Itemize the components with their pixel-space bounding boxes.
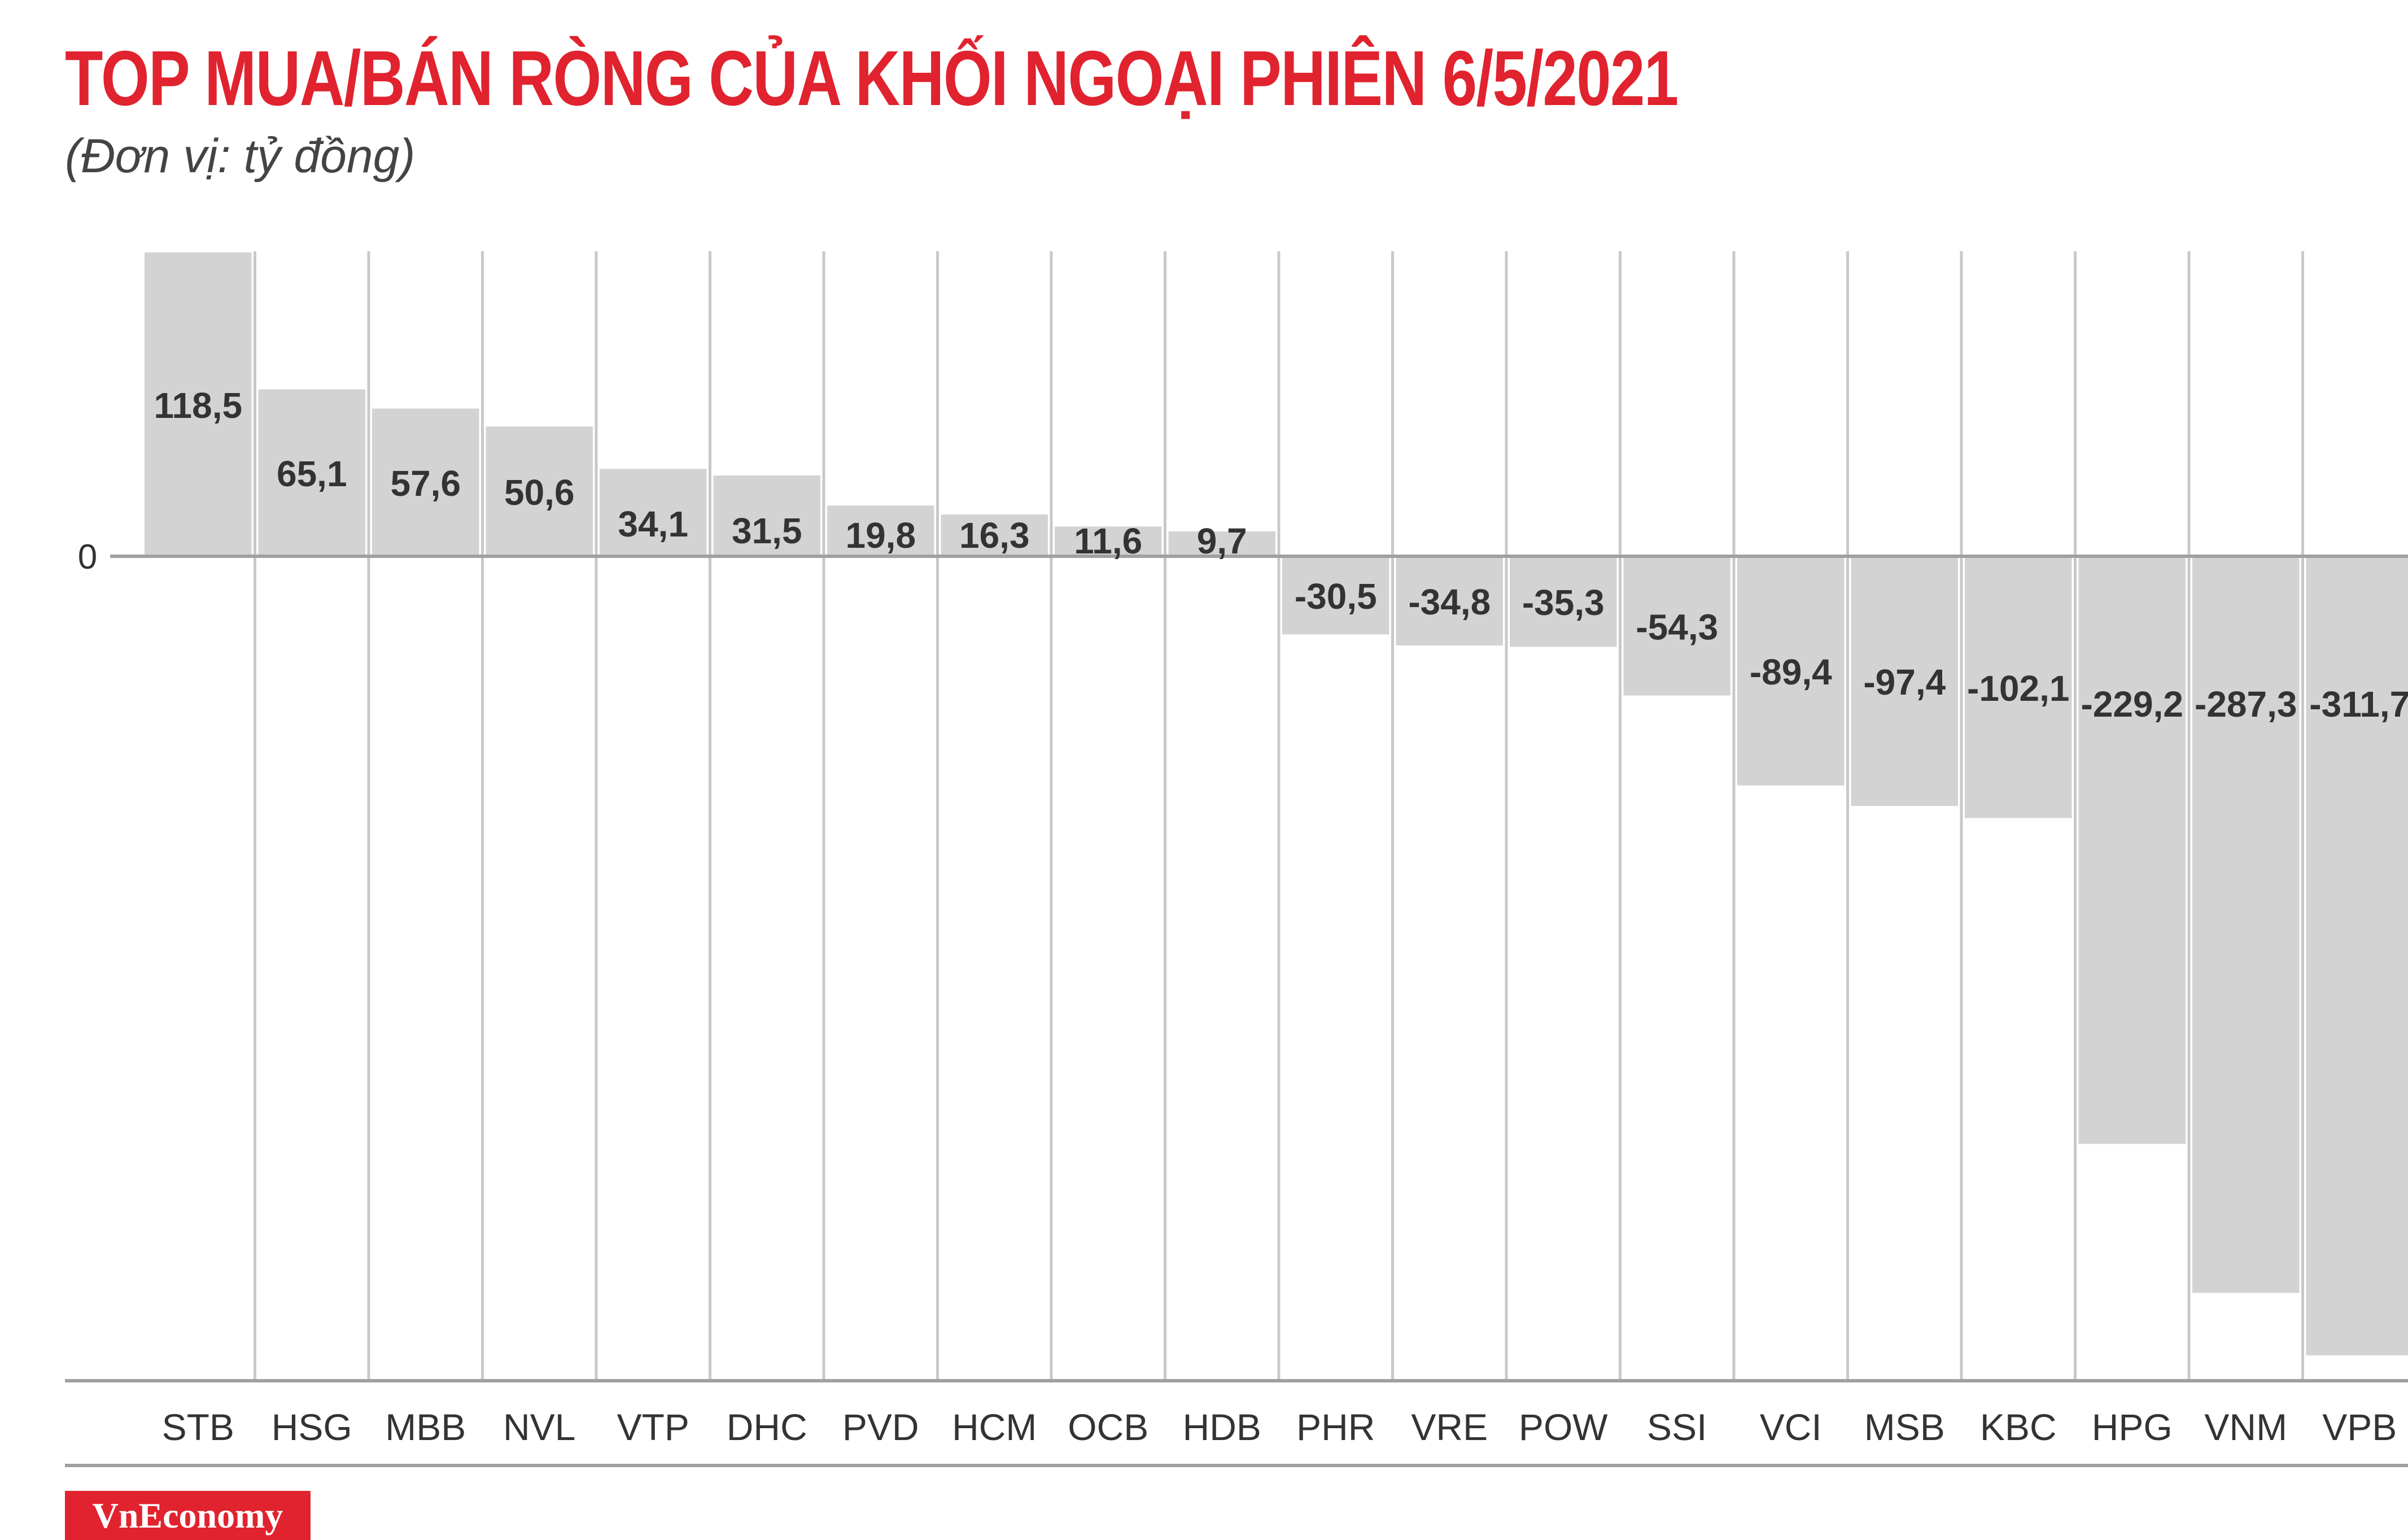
- bar-vpb: [2306, 556, 2408, 1356]
- data-label: -89,4: [1750, 652, 1832, 692]
- bar-vnm: [2192, 556, 2300, 1293]
- category-label: VPB: [2322, 1406, 2397, 1448]
- chart-subtitle: (Đơn vị: tỷ đồng): [65, 129, 416, 182]
- category-label: VTP: [617, 1406, 689, 1448]
- data-label: 31,5: [732, 511, 802, 551]
- category-label: HSG: [272, 1406, 352, 1448]
- category-label: HDB: [1183, 1406, 1261, 1448]
- data-label: -30,5: [1295, 576, 1377, 617]
- bar-stb: [145, 252, 252, 556]
- category-label: VCI: [1760, 1406, 1822, 1448]
- bar-msb: [1851, 556, 1958, 806]
- bar-ocb: [1055, 526, 1162, 556]
- data-label: 11,6: [1074, 521, 1142, 561]
- data-label: 34,1: [618, 504, 688, 544]
- bar-vre: [1396, 556, 1503, 645]
- data-label: -311,7: [2309, 684, 2408, 725]
- data-label: -54,3: [1636, 607, 1718, 647]
- category-label: POW: [1519, 1406, 1608, 1448]
- data-label: -34,8: [1408, 582, 1491, 622]
- category-label: VRE: [1411, 1406, 1488, 1448]
- bar-hsg: [258, 389, 365, 556]
- bar-hpg: [2078, 556, 2186, 1144]
- category-label: OCB: [1068, 1406, 1148, 1448]
- category-label: VNM: [2204, 1406, 2287, 1448]
- category-label: MBB: [385, 1406, 466, 1448]
- bar-ssi: [1623, 556, 1730, 696]
- data-label: -97,4: [1863, 662, 1946, 703]
- zero-axis-label: 0: [78, 538, 97, 577]
- bar-vci: [1737, 556, 1845, 786]
- bar-pow: [1510, 556, 1617, 647]
- data-label: -35,3: [1522, 582, 1605, 623]
- category-label: MSB: [1864, 1406, 1945, 1448]
- chart-title: TOP MUA/BÁN RÒNG CỦA KHỐI NGOẠI PHIÊN 6/…: [65, 35, 1679, 122]
- bar-hcm: [941, 514, 1048, 556]
- category-label: SSI: [1647, 1406, 1707, 1448]
- category-label: HPG: [2092, 1406, 2173, 1448]
- data-label: 65,1: [277, 453, 347, 494]
- vneconomy-logo: VnEconomy: [65, 1491, 311, 1540]
- bar-kbc: [1965, 556, 2072, 818]
- category-label: DHC: [727, 1406, 807, 1448]
- bar-vtp: [600, 469, 707, 556]
- data-label: 50,6: [504, 472, 575, 513]
- category-label: KBC: [1980, 1406, 2057, 1448]
- data-label: 57,6: [390, 463, 461, 504]
- bar-nvl: [486, 426, 593, 556]
- data-label: -229,2: [2081, 684, 2183, 725]
- data-label: -287,3: [2195, 684, 2297, 725]
- bar-pvd: [827, 505, 934, 556]
- category-label: STB: [162, 1406, 234, 1448]
- category-label: PVD: [842, 1406, 919, 1448]
- category-label: HCM: [952, 1406, 1037, 1448]
- data-label: -102,1: [1967, 668, 2069, 709]
- bar-dhc: [713, 475, 820, 556]
- category-label: NVL: [503, 1406, 575, 1448]
- data-label: 118,5: [154, 385, 242, 426]
- bar-mbb: [372, 408, 479, 556]
- data-label: 16,3: [959, 515, 1030, 556]
- category-label: PHR: [1296, 1406, 1375, 1448]
- data-label: 19,8: [845, 515, 916, 556]
- bar-hdb: [1168, 531, 1275, 556]
- bar-phr: [1282, 556, 1389, 635]
- data-label: 9,7: [1197, 521, 1247, 561]
